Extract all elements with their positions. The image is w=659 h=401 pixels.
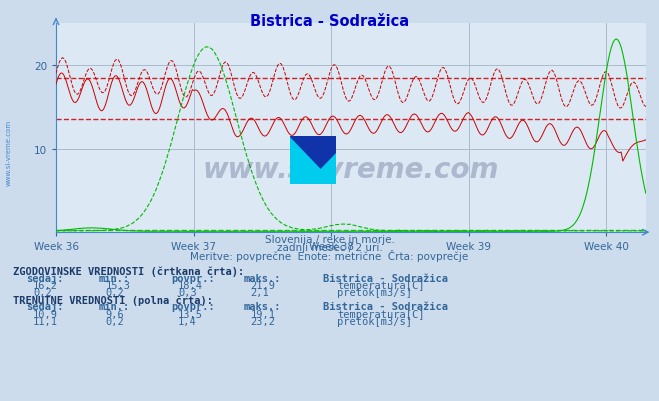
Text: 18,4: 18,4 xyxy=(178,281,203,291)
Text: 19,1: 19,1 xyxy=(250,309,275,319)
Text: sedaj:: sedaj: xyxy=(26,273,64,284)
Text: 10,9: 10,9 xyxy=(33,309,58,319)
Text: www.si-vreme.com: www.si-vreme.com xyxy=(203,156,499,184)
Text: 1,4: 1,4 xyxy=(178,316,196,326)
Text: min.:: min.: xyxy=(99,273,130,284)
Text: ZGODOVINSKE VREDNOSTI (črtkana črta):: ZGODOVINSKE VREDNOSTI (črtkana črta): xyxy=(13,266,244,277)
Text: min.:: min.: xyxy=(99,302,130,312)
Text: povpr.:: povpr.: xyxy=(171,302,215,312)
Text: www.si-vreme.com: www.si-vreme.com xyxy=(5,119,12,185)
Polygon shape xyxy=(290,136,336,184)
Text: maks.:: maks.: xyxy=(244,302,281,312)
Text: sedaj:: sedaj: xyxy=(26,301,64,312)
Text: 0,3: 0,3 xyxy=(178,288,196,298)
Text: 16,2: 16,2 xyxy=(33,281,58,291)
Text: 13,5: 13,5 xyxy=(178,309,203,319)
Text: Bistrica - Sodražica: Bistrica - Sodražica xyxy=(250,14,409,29)
Text: temperatura[C]: temperatura[C] xyxy=(337,309,425,319)
Text: temperatura[C]: temperatura[C] xyxy=(337,281,425,291)
Polygon shape xyxy=(306,153,336,184)
Text: 2,1: 2,1 xyxy=(250,288,269,298)
Text: 21,9: 21,9 xyxy=(250,281,275,291)
Text: Meritve: povprečne  Enote: metrične  Črta: povprečje: Meritve: povprečne Enote: metrične Črta:… xyxy=(190,249,469,261)
Text: zadnji mesec / 2 uri.: zadnji mesec / 2 uri. xyxy=(277,243,382,253)
Text: povpr.:: povpr.: xyxy=(171,273,215,284)
Text: TRENUTNE VREDNOSTI (polna črta):: TRENUTNE VREDNOSTI (polna črta): xyxy=(13,294,213,305)
Polygon shape xyxy=(290,136,336,184)
Polygon shape xyxy=(290,136,336,184)
Text: 23,2: 23,2 xyxy=(250,316,275,326)
Text: maks.:: maks.: xyxy=(244,273,281,284)
Text: 0,2: 0,2 xyxy=(105,316,124,326)
Text: pretok[m3/s]: pretok[m3/s] xyxy=(337,288,413,298)
Text: 0,2: 0,2 xyxy=(105,288,124,298)
Text: 11,1: 11,1 xyxy=(33,316,58,326)
Text: pretok[m3/s]: pretok[m3/s] xyxy=(337,316,413,326)
Text: Slovenija / reke in morje.: Slovenija / reke in morje. xyxy=(264,235,395,245)
Text: 0,2: 0,2 xyxy=(33,288,51,298)
Text: Bistrica - Sodražica: Bistrica - Sodražica xyxy=(323,273,448,284)
Text: Bistrica - Sodražica: Bistrica - Sodražica xyxy=(323,302,448,312)
Text: 9,6: 9,6 xyxy=(105,309,124,319)
Text: 15,3: 15,3 xyxy=(105,281,130,291)
